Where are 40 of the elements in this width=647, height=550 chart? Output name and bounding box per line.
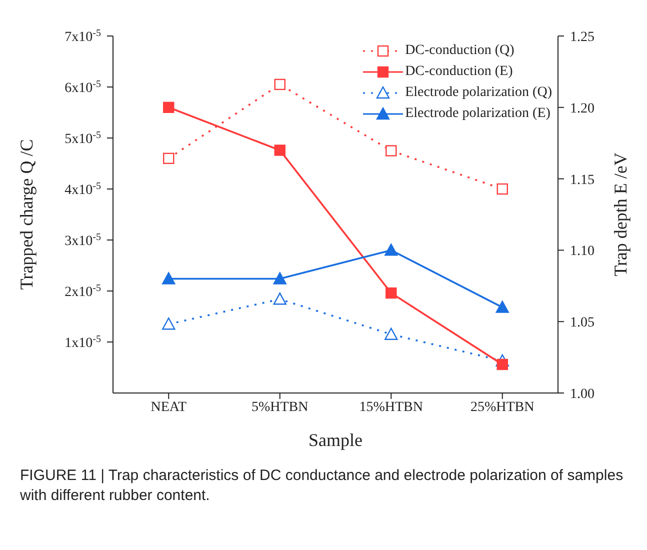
x-tick-label: 25%HTBN (470, 400, 534, 415)
point (162, 272, 176, 284)
x-tick-label: 15%HTBN (359, 400, 424, 415)
point (274, 78, 286, 90)
point (384, 244, 398, 256)
y-tick-label: 5x10$^{-5}$ (64, 130, 101, 147)
point (496, 300, 509, 313)
y-tick-label: 1x10$^{-5}$ (64, 334, 101, 351)
point (386, 287, 397, 299)
x-tick-label: 5%HTBN (251, 400, 308, 415)
y-tick-label: 7x10$^{-5}$ (64, 28, 101, 45)
y-tick-label: 6x10$^{-5}$ (64, 78, 101, 96)
legend-label: DC-conduction (E) (405, 64, 513, 80)
y-tick-label: 3x10$^{-5}$ (64, 232, 101, 249)
y2-tick-label: 1.05 (570, 316, 594, 331)
x-tick-label: NEAT (150, 400, 187, 415)
y2-tick-label: 1.25 (570, 30, 594, 45)
y2-tick-label: 1.00 (570, 387, 594, 402)
point (162, 318, 176, 330)
legend-label: DC-conduction (Q) (405, 42, 514, 58)
legend-label: Electrode polarization (E) (405, 106, 550, 122)
point (384, 328, 398, 340)
y2-tick-label: 1.20 (570, 101, 594, 116)
y2-tick-label: 1.10 (570, 244, 594, 260)
caption: FIGURE 11 | Trap characteristics of DC conductance and electrode polarization of samples with different rubber content. (19, 466, 624, 506)
y2-tick-label: 1.15 (570, 172, 594, 188)
y-tick-label: 2x10$^{-5}$ (64, 282, 101, 300)
y-tick-label: 4x10$^{-5}$ (64, 180, 101, 198)
point (163, 102, 174, 113)
x-axis-title: Sample (308, 430, 362, 450)
point (496, 183, 508, 195)
point (163, 152, 174, 164)
point (273, 292, 286, 305)
point (386, 145, 397, 156)
legend-label: Electrode polarization (Q) (405, 84, 552, 100)
y-axis-title: Trapped charge Q /C (16, 139, 36, 290)
point (274, 144, 286, 156)
point (273, 272, 286, 284)
point (496, 358, 508, 370)
y2-axis-title: Trap depth E /eV (610, 152, 630, 276)
